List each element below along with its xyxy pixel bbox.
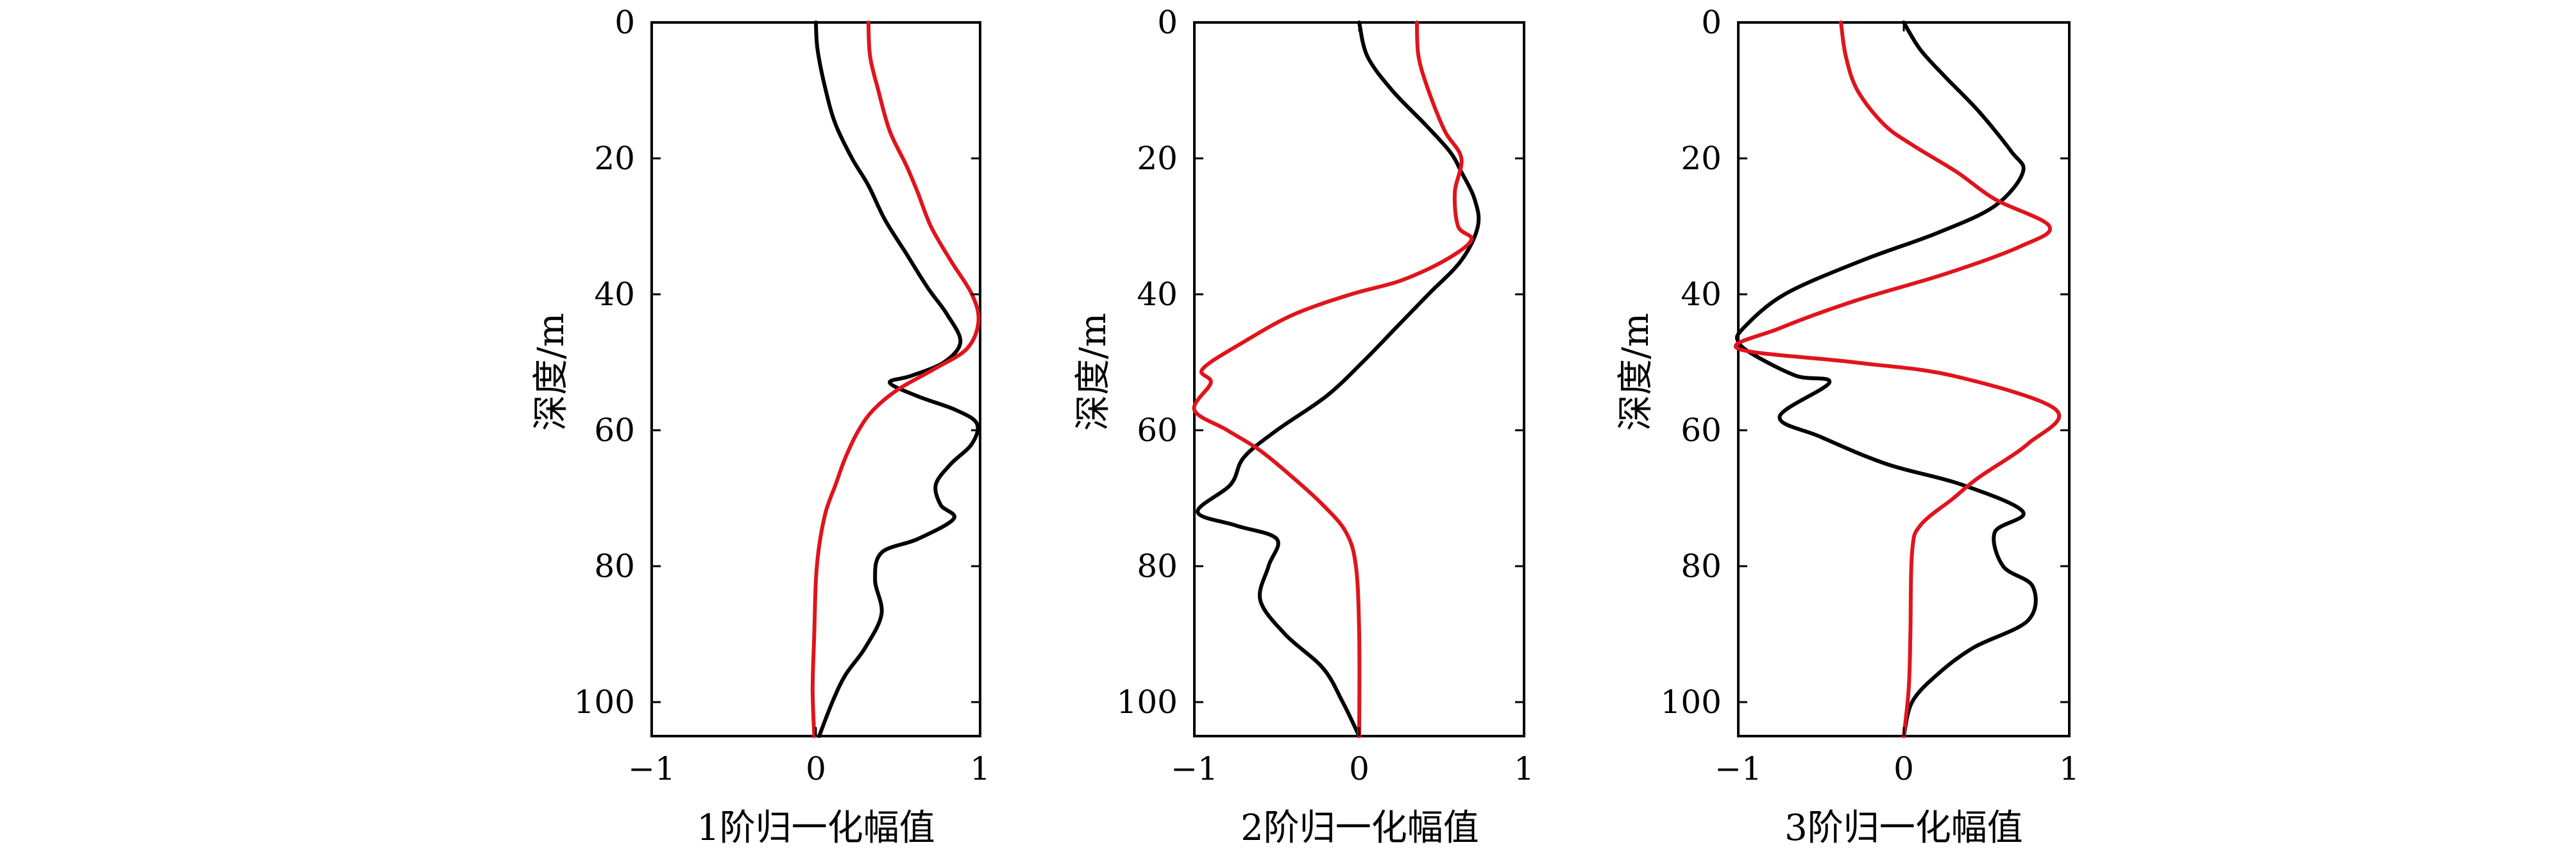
y-tick-label: 80 [594,548,635,585]
series-layer [1734,21,2062,738]
y-tick-label: 20 [1137,140,1178,177]
plot-area [1737,21,2071,737]
y-tick-label: 60 [1137,412,1178,449]
series-layer [1192,21,1481,738]
y-tick-label: 100 [1117,684,1178,721]
y-tick-label: 20 [594,140,635,177]
y-tick-label: 0 [1701,4,1722,41]
series-line-1 [1734,21,2038,738]
chart-panel-2: 0 20 40 60 80 100 −1 0 1 2阶归一化幅值 深度/m [1072,4,1534,849]
x-tick-label: 1 [2059,750,2080,787]
x-tick-label: 0 [806,750,826,787]
x-axis-label: 1阶归一化幅值 [697,807,935,849]
y-axis-label: 深度/m [1072,313,1114,431]
x-tick-label: −1 [1171,750,1218,787]
x-tick-label: 0 [1349,750,1369,787]
chart-panel-1: 0 20 40 60 80 100 −1 0 1 1阶归一化幅值 深度/m [530,4,990,849]
x-tick-label: 1 [1514,750,1534,787]
y-tick-label: 40 [1137,276,1178,313]
series-layer [810,21,981,738]
ticks-layer: 0 20 40 60 80 100 −1 0 1 [1117,4,1534,787]
chart-panel-3: 0 20 40 60 80 100 −1 0 1 3阶归一化幅值 深度/m [1615,4,2080,849]
y-tick-label: 0 [614,4,635,41]
x-tick-label: 1 [970,750,990,787]
y-tick-label: 60 [594,412,635,449]
y-tick-label: 60 [1681,412,1722,449]
series-line-2 [1734,21,2062,738]
x-axis-label: 2阶归一化幅值 [1241,807,1479,849]
x-tick-label: −1 [1715,750,1762,787]
y-tick-label: 20 [1681,140,1722,177]
series-line-1 [1196,21,1481,738]
plot-frame [1737,21,2071,737]
y-tick-label: 100 [574,684,635,721]
y-axis-label: 深度/m [1615,313,1657,431]
series-line-1 [814,21,980,738]
y-tick-label: 80 [1137,548,1178,585]
series-line-2 [1192,21,1474,738]
y-axis-label: 深度/m [530,313,572,431]
y-tick-label: 0 [1157,4,1178,41]
y-tick-label: 80 [1681,548,1722,585]
ticks-layer: 0 20 40 60 80 100 −1 0 1 [574,4,990,787]
y-tick-label: 40 [1681,276,1722,313]
series-line-2 [810,21,981,738]
x-tick-label: −1 [628,750,675,787]
ticks-layer: 0 20 40 60 80 100 −1 0 1 [1661,4,2080,787]
y-tick-label: 100 [1661,684,1722,721]
x-axis-label: 3阶归一化幅值 [1784,807,2023,849]
y-tick-label: 40 [594,276,635,313]
x-tick-label: 0 [1894,750,1914,787]
